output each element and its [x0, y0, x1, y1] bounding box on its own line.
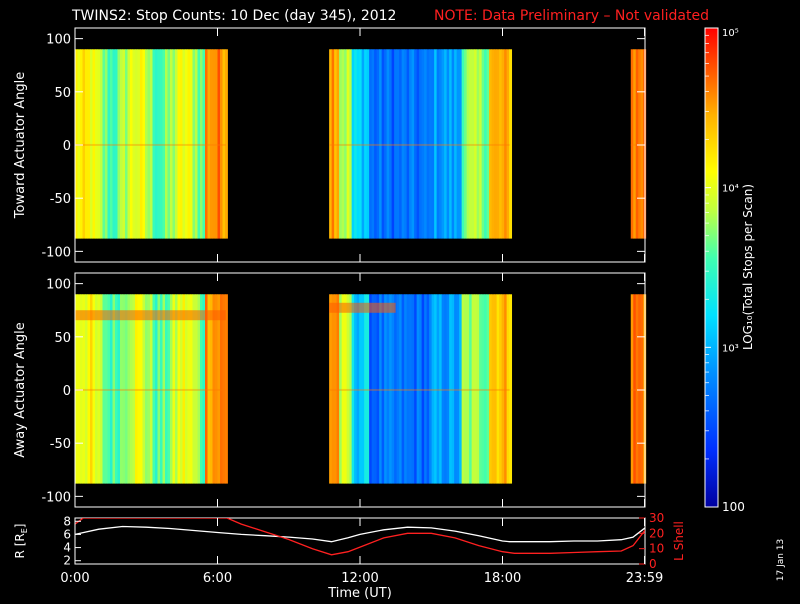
- toward-y-tick-label: 0: [63, 139, 71, 154]
- colorbar-tick-label: 100: [722, 500, 745, 514]
- l-shell-y-tick-label: 20: [649, 526, 664, 540]
- l-shell-y-tick-label: 0: [649, 557, 657, 571]
- away-y-tick-label: 0: [63, 384, 71, 399]
- x-tick-label: 23:59: [626, 571, 663, 586]
- toward-y-tick-label: 50: [54, 86, 71, 101]
- preliminary-note: NOTE: Data Preliminary – Not validated: [434, 8, 709, 24]
- x-tick-label: 18:00: [484, 571, 521, 586]
- toward-data-block: [329, 49, 513, 239]
- l-shell-y-tick-label: 10: [649, 542, 664, 556]
- away-y-tick-label: 50: [54, 331, 71, 346]
- r-distance-line: [75, 525, 645, 543]
- toward-y-tick-label: -100: [41, 245, 71, 260]
- x-axis-label: Time (UT): [327, 586, 392, 600]
- x-tick-label: 6:00: [203, 571, 232, 586]
- r-y-tick-label: 2: [63, 554, 71, 568]
- away-data-block: [75, 294, 228, 484]
- away-y-tick-label: 100: [46, 278, 71, 293]
- x-tick-label: 0:00: [60, 571, 89, 586]
- r-y-tick-label: 6: [63, 527, 71, 541]
- l-shell-y-tick-label: 30: [649, 511, 664, 525]
- toward-heatmap-panel: 100 50 0 -50 -100 Toward Actuator Angle: [13, 27, 647, 263]
- toward-y-tick-label: -50: [50, 192, 71, 207]
- x-tick-label: 12:00: [341, 571, 378, 586]
- r-y-tick-label: 8: [63, 514, 71, 528]
- colorbar-label: LOG₁₀(Total Stops per Scan): [741, 184, 755, 350]
- colorbar-gradient: [705, 28, 718, 507]
- away-y-tick-label: -100: [41, 490, 71, 505]
- away-y-axis-label: Away Actuator Angle: [13, 322, 28, 457]
- toward-y-axis-label: Toward Actuator Angle: [13, 72, 28, 219]
- r-y-tick-label: 4: [63, 541, 71, 555]
- away-data-block: [630, 294, 647, 484]
- colorbar: 100 10³ 10⁴ 10⁵ LOG₁₀(Total Stops per Scan): [704, 27, 755, 514]
- toward-y-tick-label: 100: [46, 33, 71, 48]
- toward-data-block: [630, 49, 647, 239]
- plot-title: TWINS2: Stop Counts: 10 Dec (day 345), 2…: [71, 8, 396, 24]
- r-axis-label: R [RE]: [13, 524, 29, 559]
- colorbar-tick-label: 10⁵: [722, 28, 739, 39]
- colorbar-frame: [704, 27, 719, 508]
- away-y-tick-label: -50: [50, 437, 71, 452]
- l-shell-axis-label: L Shell: [672, 521, 686, 561]
- colorbar-tick-label: 10³: [722, 343, 739, 354]
- date-stamp: 17 Jan 13: [776, 539, 786, 582]
- colorbar-tick-label: 10⁴: [722, 184, 739, 195]
- away-data-block: [329, 294, 513, 484]
- toward-data-block: [75, 49, 228, 239]
- l-shell-line: [75, 518, 645, 556]
- away-heatmap-panel: 100 50 0 -50 -100 Away Actuator Angle: [13, 272, 647, 508]
